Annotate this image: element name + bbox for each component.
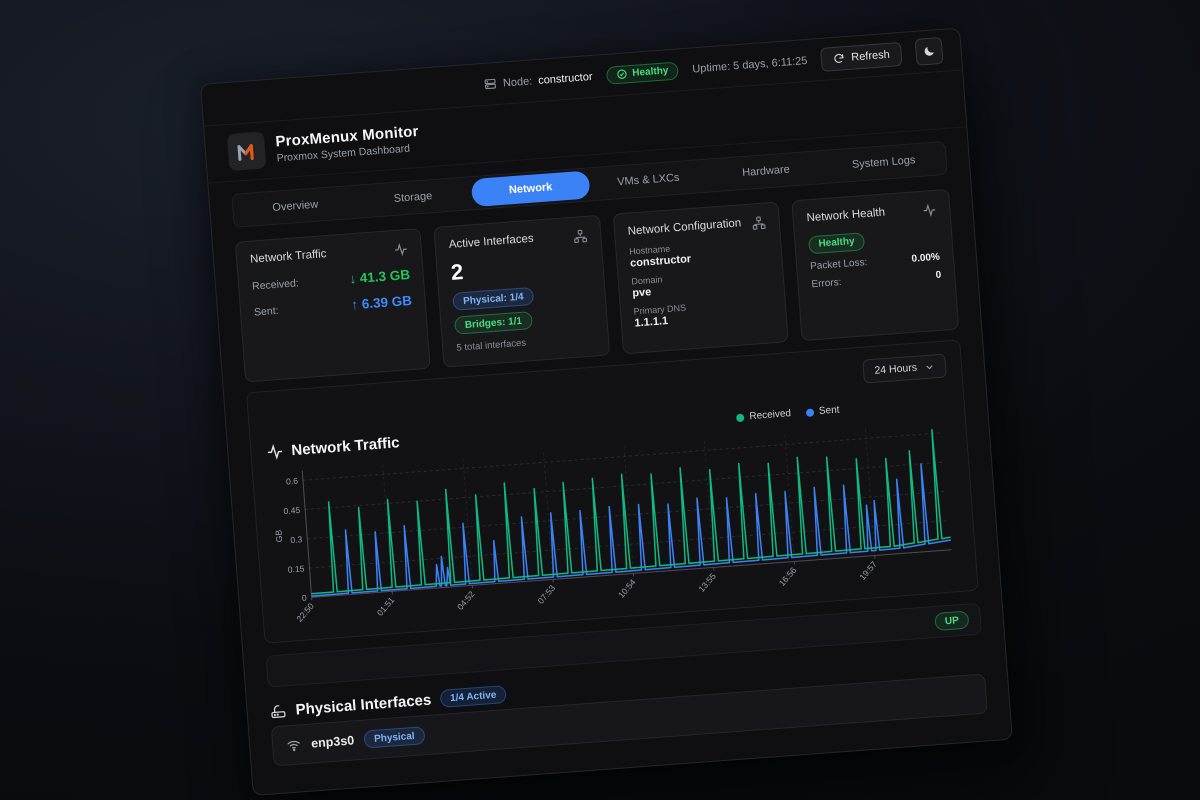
card-network-traffic: Network Traffic Received: ↓ 41.3 GB Sent… (234, 228, 432, 383)
chevron-down-icon (926, 364, 933, 369)
brand-header: ProxMenux Monitor Proxmox System Dashboa… (204, 70, 967, 184)
card-title: Active Interfaces (448, 232, 535, 251)
svg-text:19:57: 19:57 (857, 559, 879, 582)
tab-storage[interactable]: Storage (353, 179, 473, 216)
card-active-interfaces: Active Interfaces 2 Physical: 1/4 Bridges… (433, 214, 610, 368)
router-icon (271, 705, 286, 719)
interface-name: enp3s0 (310, 733, 355, 752)
tab-system-logs[interactable]: System Logs (824, 144, 944, 181)
node-indicator: Node: constructor (484, 70, 593, 91)
config-field: Primary DNS 1.1.1.1 (633, 302, 687, 330)
sent-label: Sent: (253, 304, 279, 319)
tab-network[interactable]: Network (470, 170, 591, 208)
tab-overview[interactable]: Overview (235, 188, 355, 225)
traffic-chart: 0 0.15 0.3 0.45 0.6 22:50 01:51 04:52 07:53 10:54… (273, 428, 952, 624)
moon-icon (924, 46, 934, 56)
refresh-button[interactable]: Refresh (820, 41, 903, 72)
svg-text:0.6: 0.6 (286, 476, 299, 487)
interface-badges: Physical: 1/4 Bridges: 1/1 (452, 283, 593, 335)
svg-text:0.45: 0.45 (283, 505, 301, 516)
activity-icon (395, 243, 407, 257)
node-value: constructor (537, 70, 593, 87)
refresh-icon (834, 53, 844, 63)
card-title: Network Configuration (627, 217, 742, 238)
check-circle-icon (617, 69, 627, 79)
health-badge: Healthy (807, 231, 866, 254)
active-count-badge: 1/4 Active (439, 685, 507, 709)
server-icon (484, 78, 497, 90)
svg-text:13:55: 13:55 (696, 571, 718, 594)
time-range-select[interactable]: 24 Hours (862, 353, 947, 384)
tab-hardware[interactable]: Hardware (706, 153, 826, 190)
svg-text:0: 0 (302, 593, 308, 603)
svg-text:22:50: 22:50 (294, 601, 316, 624)
config-fields: Hostname constructor Domain pve Primary DNS 1… (628, 236, 773, 330)
total-interfaces-note: 5 total interfaces (456, 337, 527, 354)
interface-row-enp3s0[interactable]: enp3s0 Physical (270, 673, 988, 767)
top-bar: Node: constructor Healthy Uptime: 5 days… (201, 28, 963, 127)
svg-text:16:56: 16:56 (777, 565, 799, 588)
stat-cards-row: Network Traffic Received: ↓ 41.3 GB Sent… (234, 188, 960, 383)
network-tree-icon (752, 216, 766, 230)
physical-interfaces-header: Physical Interfaces 1/4 Active (269, 650, 984, 721)
svg-text:0.15: 0.15 (287, 563, 305, 574)
network-icon (573, 229, 587, 243)
svg-text:04:52: 04:52 (455, 589, 477, 612)
node-label: Node: (502, 74, 533, 90)
health-row: Errors: 0 (811, 269, 942, 290)
badge: Bridges: 1/1 (454, 311, 533, 335)
proxmenux-logo (226, 131, 267, 172)
active-interfaces-count: 2 (450, 259, 465, 285)
svg-text:07:53: 07:53 (536, 583, 558, 606)
tab-vms-lxcs[interactable]: VMs & LXCs (588, 162, 708, 199)
section-title: Physical Interfaces (295, 691, 432, 719)
legend-item-sent: Sent (805, 405, 840, 418)
activity-icon (267, 444, 283, 460)
theme-toggle-button[interactable] (914, 36, 944, 66)
received-label: Received: (251, 276, 300, 293)
wifi-icon (287, 740, 300, 752)
sent-value: ↑ 6.39 GB (350, 292, 413, 313)
health-rows: Packet Loss: 0.00% Errors: 0 (810, 251, 942, 290)
legend-item-received: Received (736, 408, 791, 423)
activity-icon (923, 203, 936, 217)
badge: Physical: 1/4 (452, 286, 535, 311)
svg-text:GB: GB (273, 529, 284, 542)
health-row: Packet Loss: 0.00% (809, 251, 941, 272)
dashboard-window: Node: constructor Healthy Uptime: 5 days… (200, 27, 1013, 797)
card-title: Network Health (806, 206, 886, 225)
up-badge: UP (934, 611, 970, 632)
interface-type-badge: Physical (363, 726, 426, 750)
svg-text:0.3: 0.3 (290, 534, 303, 545)
card-network-configuration: Network Configuration Hostname constructo… (612, 201, 789, 355)
svg-text:01:51: 01:51 (375, 595, 397, 618)
config-field: Domain pve (631, 274, 663, 300)
card-network-health: Network Health Healthy Packet Loss: 0.00%… (791, 188, 960, 342)
card-title: Network Traffic (249, 248, 327, 266)
chart-legend: Received Sent (736, 405, 840, 424)
uptime-text: Uptime: 5 days, 6:11:25 (691, 54, 808, 75)
received-value: ↓ 41.3 GB (348, 266, 411, 287)
health-status-badge: Healthy (605, 61, 680, 85)
svg-text:10:54: 10:54 (616, 577, 638, 600)
config-field: Hostname constructor (628, 243, 692, 270)
